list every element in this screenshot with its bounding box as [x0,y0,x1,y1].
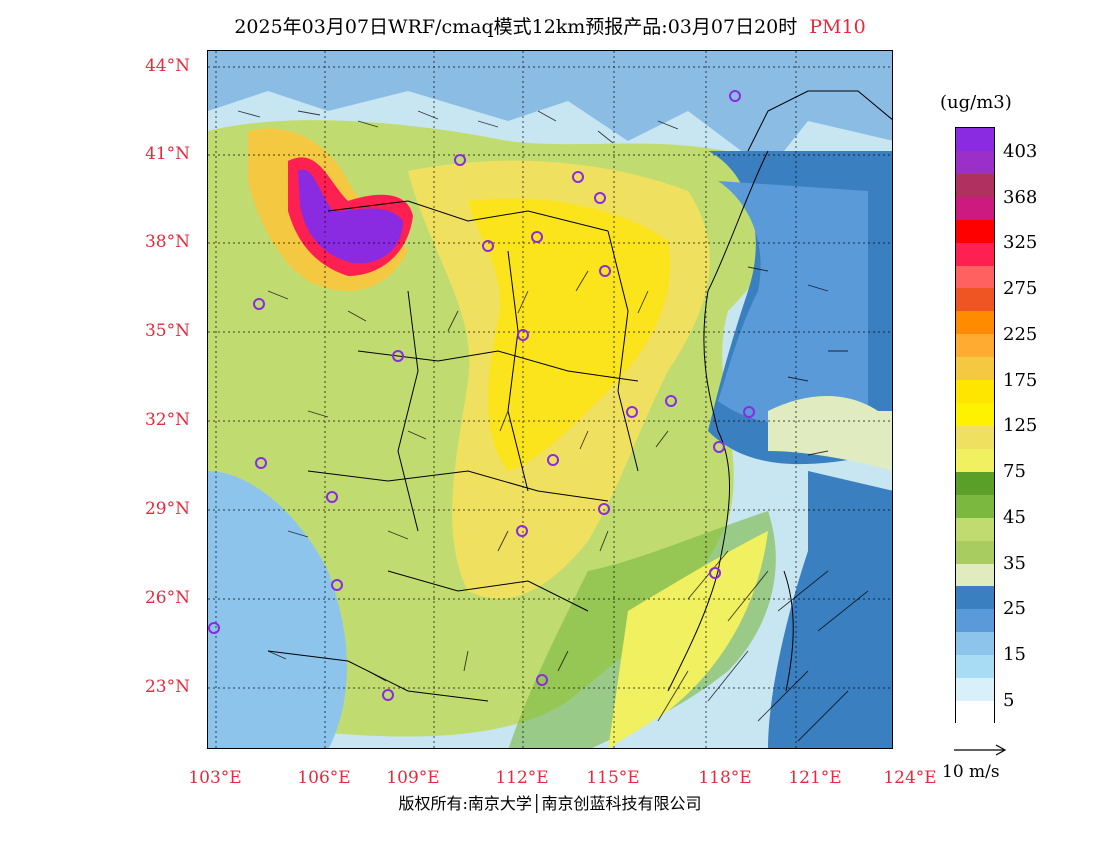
wind-reference-label: 10 m/s [942,762,1000,782]
title-main: 2025年03月07日WRF/cmaq模式12km预报产品:03月07日20时 [234,16,798,38]
lat-label-44: 44°N [144,56,190,76]
legend-label-275: 275 [1003,278,1038,299]
legend-swatch [956,334,994,358]
lon-label-124: 124°E [883,768,937,788]
lat-label-23: 23°N [144,677,190,697]
lon-label-109: 109°E [386,768,440,788]
wind-reference-arrow [954,744,1007,756]
legend-label-325: 325 [1003,232,1038,253]
legend-swatch [956,471,994,496]
legend-swatch [956,403,994,427]
legend-label-25: 25 [1003,598,1026,619]
legend-label-75: 75 [1003,461,1026,482]
legend-swatch [956,609,994,633]
legend-swatch [956,150,994,175]
lat-label-35: 35°N [144,321,190,341]
legend-swatch [956,586,994,610]
lon-label-106: 106°E [297,768,351,788]
forecast-map [207,50,893,749]
legend-swatch [956,173,994,198]
legend-label-225: 225 [1003,324,1038,345]
legend-swatch [956,128,994,152]
color-legend [955,127,995,725]
legend-swatch [956,448,994,473]
legend-swatch [956,242,994,267]
lon-label-118: 118°E [698,768,752,788]
legend-swatch [956,311,994,335]
lon-label-121: 121°E [788,768,842,788]
legend-swatch [956,517,994,542]
legend-swatch [956,540,994,565]
legend-label-15: 15 [1003,644,1026,665]
legend-swatch [956,196,994,221]
legend-label-175: 175 [1003,370,1038,391]
legend-label-368: 368 [1003,187,1038,208]
legend-swatch [956,563,994,587]
legend-swatch [956,632,994,656]
lat-label-32: 32°N [144,410,190,430]
lat-label-41: 41°N [144,144,190,164]
legend-swatch [956,219,994,244]
map-svg [208,51,892,748]
lon-label-115: 115°E [586,768,640,788]
legend-swatch [956,265,994,289]
legend-label-5: 5 [1003,690,1015,711]
legend-swatch [956,655,994,679]
legend-label-45: 45 [1003,507,1026,528]
pollutant-label: PM10 [809,16,866,38]
legend-label-125: 125 [1003,415,1038,436]
legend-swatch [956,678,994,702]
copyright-text: 版权所有:南京大学│南京创蓝科技有限公司 [398,794,702,813]
lat-label-38: 38°N [144,232,190,252]
legend-label-403: 403 [1003,141,1038,162]
lon-label-112: 112°E [495,768,549,788]
lon-label-103: 103°E [188,768,242,788]
legend-unit: (ug/m3) [940,92,1012,113]
map-title: 2025年03月07日WRF/cmaq模式12km预报产品:03月07日20时 P… [0,12,1100,39]
legend-swatch [956,380,994,404]
legend-swatch [956,701,994,725]
lat-label-26: 26°N [144,588,190,608]
legend-swatch [956,357,994,381]
legend-swatch [956,426,994,450]
lat-label-29: 29°N [144,499,190,519]
legend-label-35: 35 [1003,553,1026,574]
legend-swatch [956,288,994,312]
legend-swatch [956,494,994,519]
